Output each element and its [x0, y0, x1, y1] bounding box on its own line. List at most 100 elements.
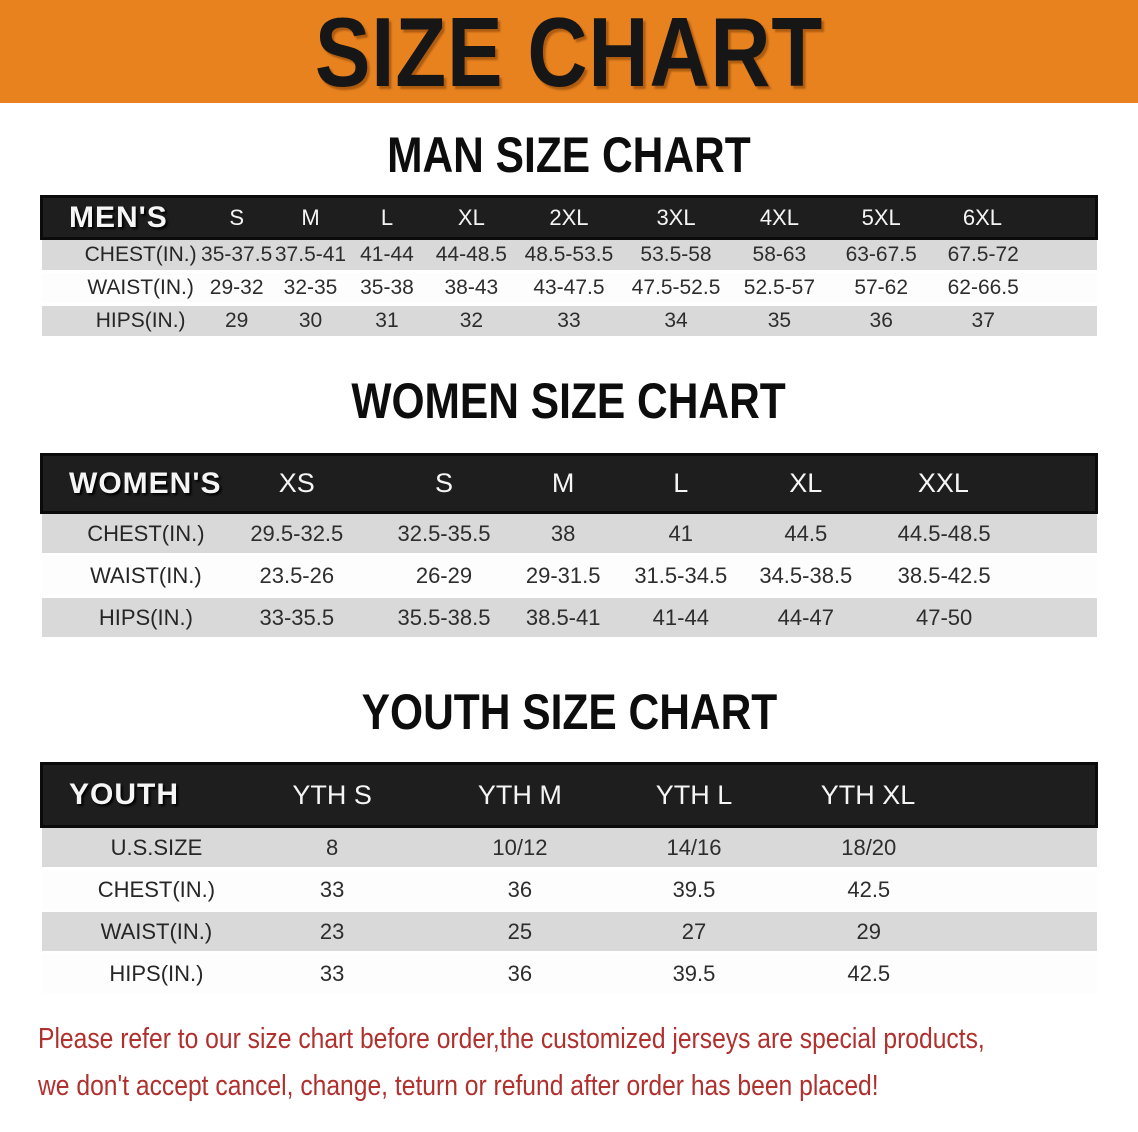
measurement-label: U.S.SIZE: [110, 834, 203, 860]
size-value: 58-63: [752, 243, 807, 266]
size-value: 38.5-42.5: [897, 562, 991, 588]
table-row: HIPS(IN.) 33 36 39.5 42.5: [41, 952, 1097, 995]
size-value: 39.5: [672, 960, 716, 986]
women-section-heading-text: WOMEN SIZE CHART: [351, 373, 787, 429]
table-row: CHEST(IN.) 33 36 39.5 42.5: [41, 868, 1097, 911]
size-column-header: 5XL: [861, 204, 901, 230]
size-value: 57-62: [854, 276, 909, 299]
disclaimer-line-2: we don't accept cancel, change, teturn o…: [38, 1070, 879, 1102]
table-row: CHEST(IN.) 35-37.5 37.5-41 41-44 44-48.5 48.5…: [41, 238, 1097, 272]
size-value: 47-50: [915, 604, 973, 630]
size-column-header: 3XL: [656, 204, 696, 230]
size-value: 44.5-48.5: [897, 520, 991, 546]
size-value: 36: [507, 960, 533, 986]
banner-title: SIZE CHART: [314, 0, 824, 107]
size-value: 31: [375, 309, 399, 332]
measurement-label: HIPS(IN.): [109, 960, 204, 986]
size-value: 33-35.5: [259, 604, 335, 630]
size-value: 23.5-26: [259, 562, 335, 588]
table-row: CHEST(IN.) 29.5-32.5 32.5-35.5 38 41 44.5 44.5…: [41, 512, 1097, 555]
table-row: WAIST(IN.) 29-32 32-35 35-38 38-43 43-47.5 47.…: [41, 271, 1097, 305]
size-value: 27: [681, 918, 707, 944]
size-header-row: YOUTH YTH S YTH M YTH L YTH XL: [41, 763, 1097, 827]
size-value: 38: [550, 520, 576, 546]
size-value: 33: [557, 309, 581, 332]
disclaimer: Please refer to our size chart before or…: [0, 1016, 1138, 1110]
size-value: 47.5-52.5: [631, 276, 721, 299]
size-value: 29: [224, 309, 249, 332]
size-value: 34: [664, 309, 688, 332]
size-value: 18/20: [841, 834, 897, 860]
size-value: 38-43: [444, 276, 499, 299]
youth-size-table: YOUTH YTH S YTH M YTH L YTH XL U.S.SIZE 8 10/12…: [40, 762, 1098, 996]
table-row: HIPS(IN.) 33-35.5 35.5-38.5 38.5-41 41-44 44-…: [41, 596, 1097, 639]
size-column-header: S: [434, 468, 453, 498]
size-value: 23: [319, 918, 345, 944]
measurement-label: CHEST(IN.): [87, 520, 205, 546]
men-section-heading: MAN SIZE CHART: [0, 129, 1138, 181]
disclaimer-line-1: Please refer to our size chart before or…: [38, 1023, 985, 1055]
size-value: 14/16: [666, 834, 722, 860]
size-value: 62-66.5: [947, 276, 1019, 299]
size-column-header: L: [380, 204, 394, 230]
banner: SIZE CHART: [0, 0, 1138, 103]
size-value: 53.5-58: [640, 243, 712, 266]
size-value: 25: [507, 918, 533, 944]
size-value: 43-47.5: [533, 276, 605, 299]
table-row: WAIST(IN.) 23 25 27 29: [41, 910, 1097, 953]
size-value: 10/12: [492, 834, 548, 860]
size-value: 32.5-35.5: [397, 520, 491, 546]
size-column-header: L: [673, 468, 689, 498]
size-value: 29.5-32.5: [250, 520, 344, 546]
size-value: 33: [319, 876, 345, 902]
size-column-header: YTH XL: [820, 779, 916, 810]
size-value: 35: [767, 309, 792, 332]
size-value: 38.5-41: [525, 604, 601, 630]
size-value: 42.5: [847, 960, 891, 986]
size-value: 41: [668, 520, 694, 546]
size-value: 29-32: [209, 276, 264, 299]
size-value: 42.5: [847, 876, 891, 902]
measurement-label: CHEST(IN.): [97, 876, 216, 902]
size-value: 31.5-34.5: [634, 562, 728, 588]
size-value: 41-44: [652, 604, 709, 630]
youth-section-heading: YOUTH SIZE CHART: [0, 686, 1138, 738]
size-column-header: XL: [789, 468, 823, 498]
size-column-header: 2XL: [549, 204, 589, 230]
size-column-header: XXL: [917, 468, 969, 498]
size-value: 32: [459, 309, 484, 332]
size-column-header: YTH M: [477, 779, 562, 810]
women-size-table: WOMEN'S XS S M L XL XXL CHEST(IN.) 29.5-32.5 32.5…: [40, 453, 1098, 640]
women-section-heading: WOMEN SIZE CHART: [0, 375, 1138, 427]
size-column-header: YTH L: [655, 779, 733, 810]
table-row: HIPS(IN.) 29 30 31 32 33 34 35 36 37: [41, 304, 1097, 338]
table-group-label: MEN'S: [69, 200, 168, 234]
size-column-header: M: [551, 468, 575, 498]
section-youth: YOUTH SIZE CHART YOUTH YTH S YTH M YTH L YTH…: [0, 686, 1138, 996]
size-value: 39.5: [672, 876, 716, 902]
table-row: WAIST(IN.) 23.5-26 26-29 29-31.5 31.5-34.5 34…: [41, 554, 1097, 597]
size-column-header: M: [301, 204, 320, 230]
size-value: 37.5-41: [274, 243, 347, 266]
size-value: 35-38: [360, 276, 414, 299]
size-value: 36: [869, 309, 893, 332]
size-value: 30: [298, 309, 323, 332]
size-value: 52.5-57: [743, 276, 816, 299]
size-header-row: MEN'S S M L XL 2XL 3XL 4XL 5XL 6XL: [41, 196, 1097, 239]
size-value: 35-37.5: [201, 243, 273, 266]
size-value: 63-67.5: [845, 243, 917, 266]
men-section-heading-text: MAN SIZE CHART: [387, 127, 751, 183]
size-column-header: S: [229, 204, 244, 230]
size-column-header: YTH S: [292, 779, 372, 810]
section-women: WOMEN SIZE CHART WOMEN'S XS S M L XL XXL CHEST(…: [0, 375, 1138, 640]
youth-section-heading-text: YOUTH SIZE CHART: [361, 684, 777, 740]
size-value: 8: [326, 834, 339, 860]
measurement-label: HIPS(IN.): [95, 309, 186, 332]
size-value: 34.5-38.5: [759, 562, 853, 588]
men-size-table: MEN'S S M L XL 2XL 3XL 4XL 5XL 6XL CHEST(IN.) 35-37…: [40, 195, 1098, 339]
measurement-label: CHEST(IN.): [84, 243, 197, 266]
measurement-label: WAIST(IN.): [100, 918, 213, 944]
size-value: 29: [856, 918, 881, 944]
size-value: 44.5: [784, 520, 828, 546]
size-value: 35.5-38.5: [397, 604, 491, 630]
